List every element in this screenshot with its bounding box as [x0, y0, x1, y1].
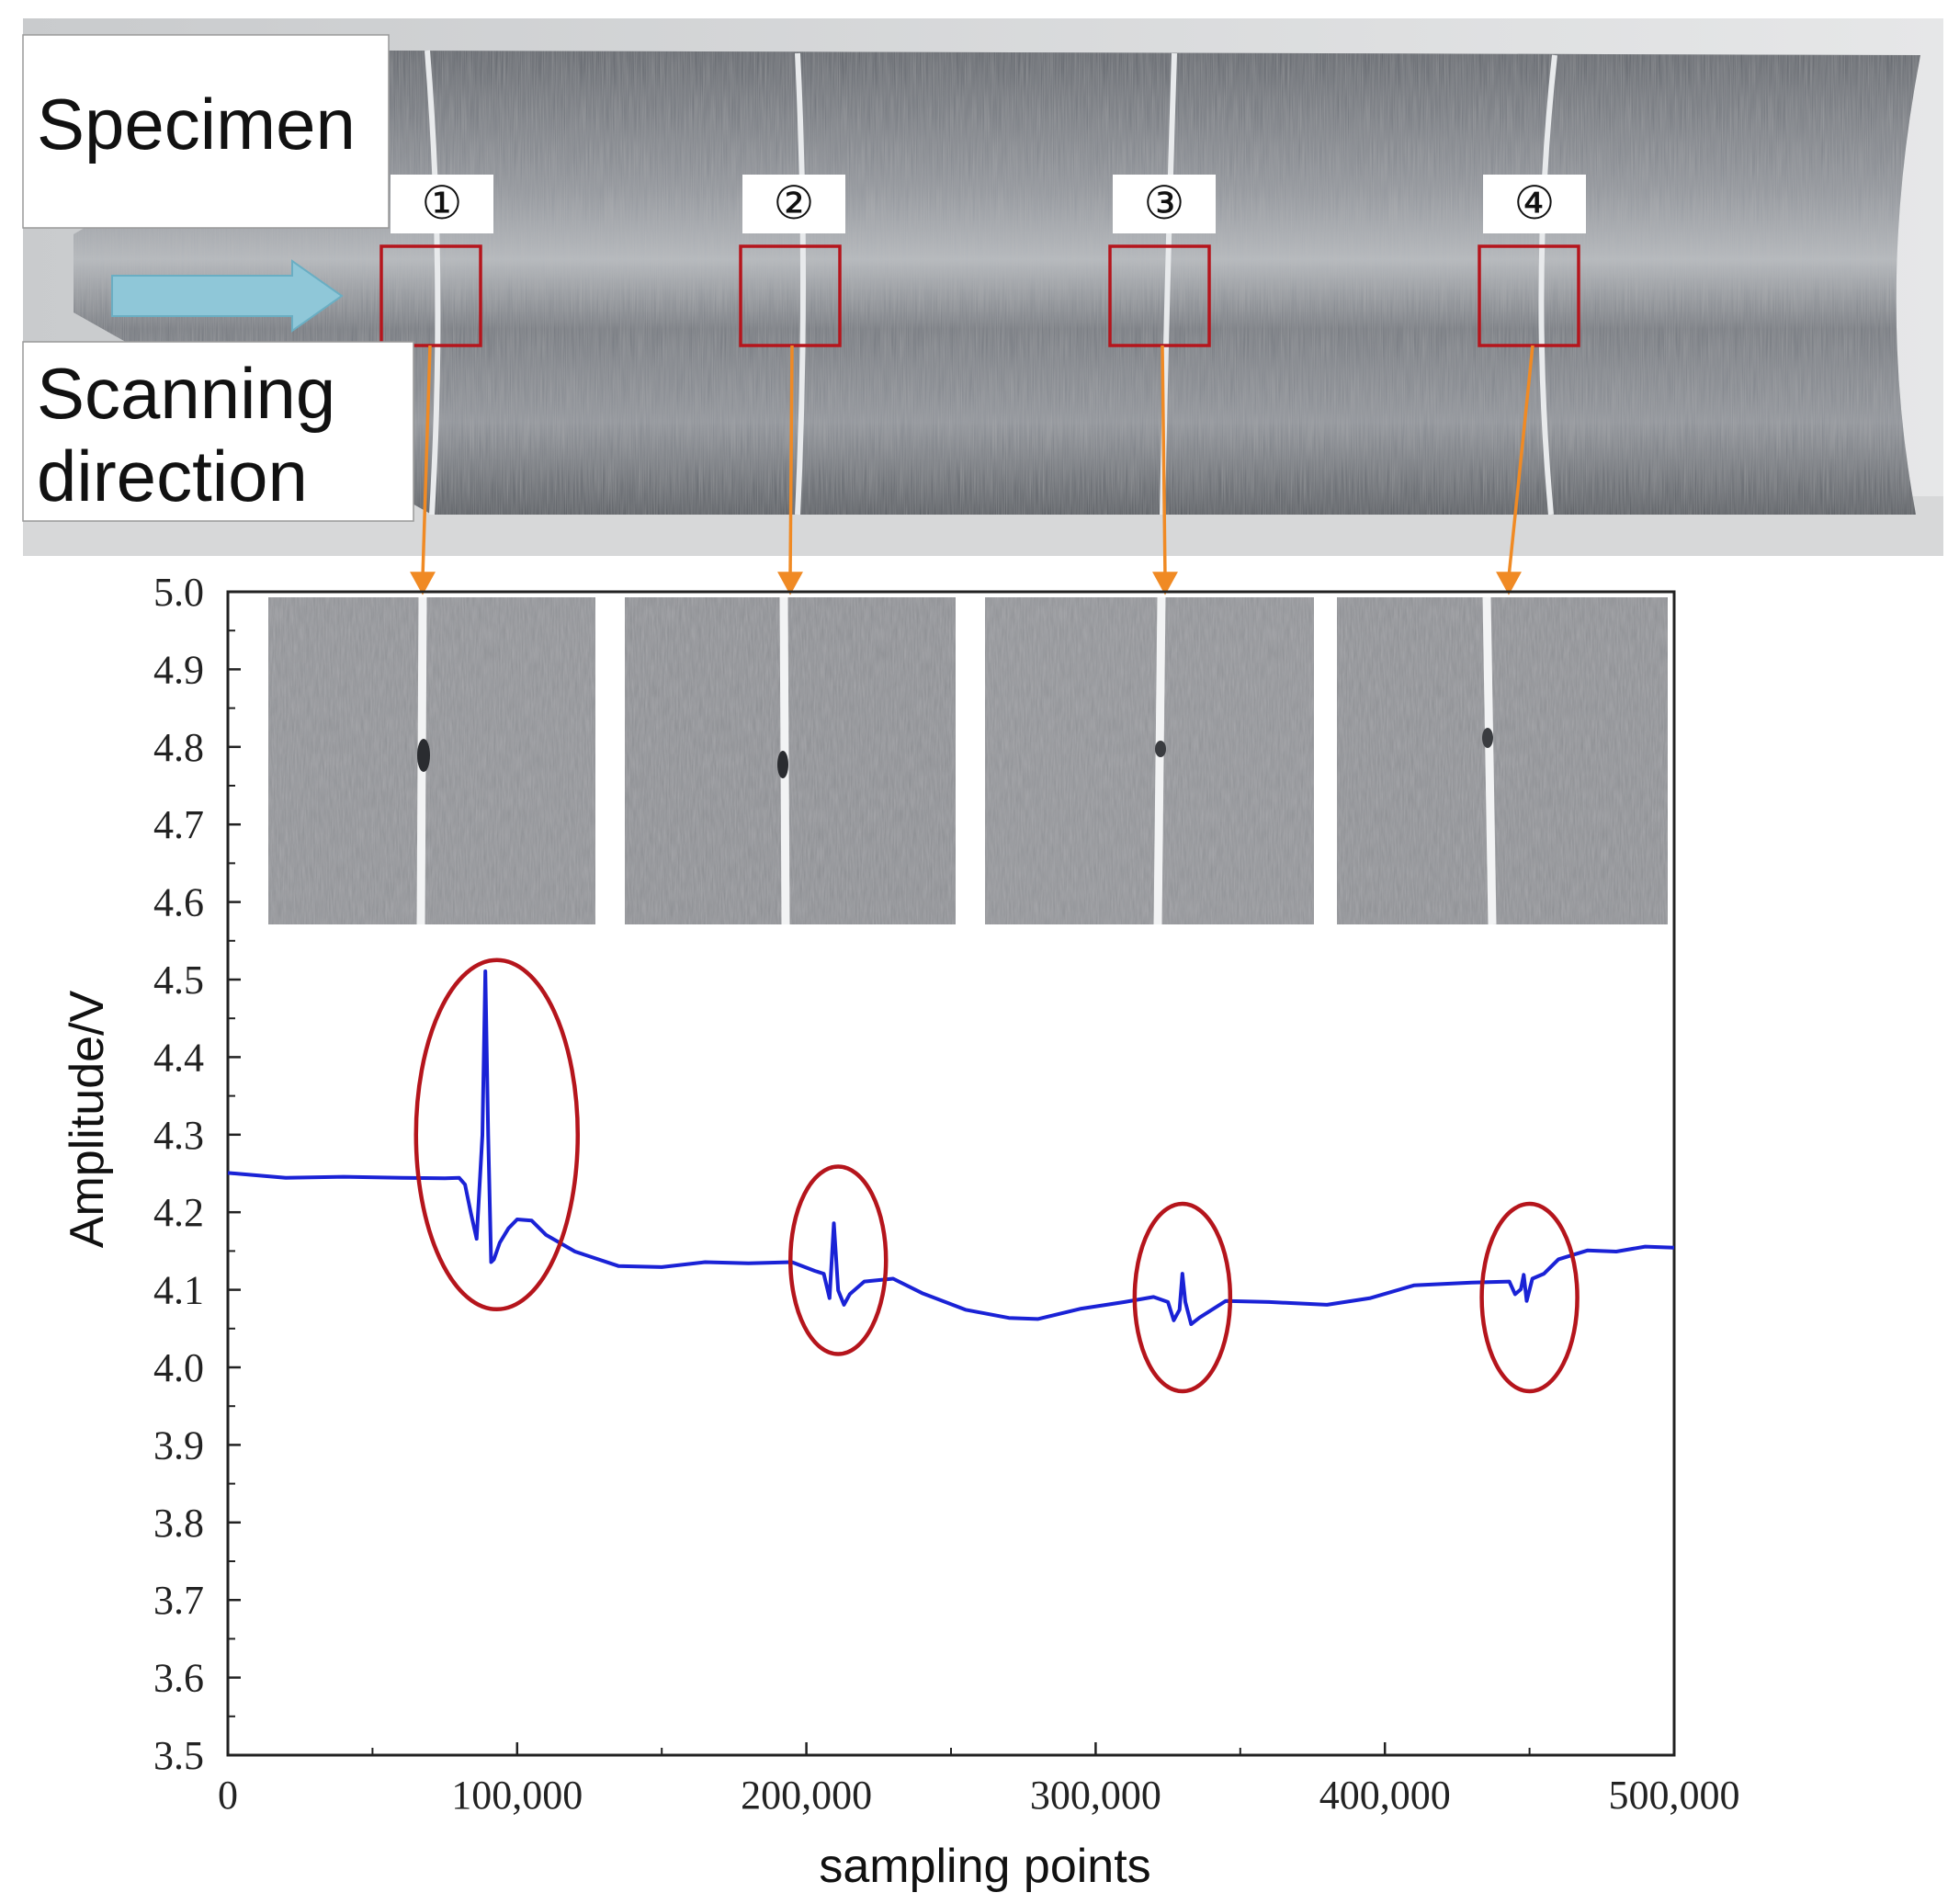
specimen-label-box	[22, 34, 390, 229]
x-tick-label: 400,000	[1319, 1773, 1451, 1818]
marker-2-bg	[742, 175, 845, 233]
marker-2: ②	[774, 176, 815, 230]
x-tick-label: 300,000	[1030, 1773, 1161, 1818]
weld-seam-1	[425, 50, 441, 516]
x-tick-label: 100,000	[451, 1773, 583, 1818]
scanning-label-box	[22, 341, 414, 522]
specimen-plate-texture	[74, 51, 1920, 515]
closeup-3	[985, 596, 1314, 925]
connector-arrow-1	[421, 345, 432, 578]
scanning-label-line1: Scanning	[37, 353, 335, 434]
y-tick-label: 4.8	[153, 725, 204, 770]
marker-4: ④	[1514, 176, 1556, 230]
connector-arrow-3	[1161, 345, 1167, 578]
defect-box-1	[379, 244, 482, 347]
chart: 3.5 3.6 3.7 3.8 3.9 4.0 4.1 4.2 4.3 4.4 4.5 4.6 4.7 4…	[61, 570, 1740, 1893]
y-tick-label: 3.8	[153, 1501, 204, 1546]
scanning-label-line2: direction	[37, 436, 308, 516]
defect-box-3	[1108, 244, 1211, 347]
connector-arrow-4	[1507, 345, 1534, 578]
y-tick-label: 3.5	[153, 1733, 204, 1778]
marker-1-bg	[391, 175, 493, 233]
connector-arrows	[410, 345, 1534, 595]
weld-seam-4	[1538, 54, 1557, 516]
signal-series-line	[227, 969, 1675, 1326]
x-tick-label: 500,000	[1609, 1773, 1740, 1818]
x-tick-label: 0	[218, 1773, 238, 1818]
y-tick-label: 4.0	[153, 1345, 204, 1390]
specimen-label: Specimen	[37, 84, 356, 164]
defect-signal-highlight-3	[1132, 1201, 1233, 1394]
connector-arrowhead-1	[410, 572, 436, 595]
marker-4-bg	[1483, 175, 1586, 233]
connector-arrow-2	[788, 345, 794, 578]
y-tick-label: 4.1	[153, 1268, 204, 1313]
weld-seam-2	[795, 52, 806, 516]
marker-3-bg	[1113, 175, 1216, 233]
y-tick-label: 4.6	[153, 880, 204, 925]
defect-signal-highlight-2	[787, 1164, 889, 1356]
defect-signal-highlight-1	[413, 958, 581, 1312]
y-tick-label: 3.9	[153, 1422, 204, 1468]
y-axis-label: Amplitude/V	[61, 991, 114, 1249]
closeup-4	[1337, 596, 1668, 925]
closeup-photos	[268, 596, 1668, 925]
closeup-2	[625, 596, 956, 925]
marker-3: ③	[1144, 176, 1185, 230]
specimen-photo: ① ② ③ ④ Specimen Scanning direction	[22, 18, 1943, 595]
defect-signal-highlight-4	[1479, 1201, 1580, 1394]
y-tick-label: 4.7	[153, 802, 204, 847]
y-tick-label: 4.9	[153, 647, 204, 692]
connector-arrowhead-4	[1496, 572, 1522, 595]
defect-box-2	[739, 244, 842, 347]
y-tick-label: 4.2	[153, 1190, 204, 1235]
closeup-1	[268, 596, 595, 925]
y-tick-label: 4.4	[153, 1035, 204, 1080]
y-tick-label: 3.7	[153, 1578, 204, 1623]
y-tick-label: 4.3	[153, 1113, 204, 1158]
x-tick-label: 200,000	[741, 1773, 872, 1818]
y-tick-label: 4.5	[153, 958, 204, 1003]
defect-box-4	[1478, 244, 1580, 347]
connector-arrowhead-2	[777, 572, 803, 595]
plot-area: 3.5 3.6 3.7 3.8 3.9 4.0 4.1 4.2 4.3 4.4 4.5 4.6 4.7 4…	[153, 570, 1740, 1818]
y-tick-label: 3.6	[153, 1656, 204, 1701]
scan-direction-arrow	[111, 259, 344, 333]
marker-1: ①	[422, 176, 463, 230]
connector-arrowhead-3	[1152, 572, 1178, 595]
y-tick-label: 5.0	[153, 570, 204, 615]
x-axis-label: sampling points	[819, 1840, 1150, 1893]
